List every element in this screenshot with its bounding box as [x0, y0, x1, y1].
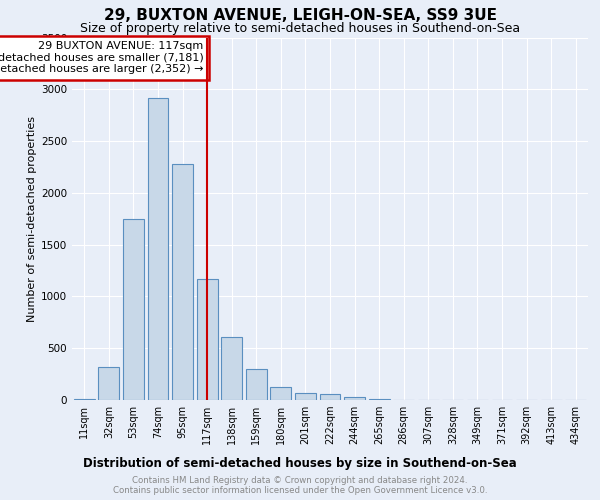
Bar — [172, 164, 193, 400]
Bar — [320, 394, 340, 400]
Text: Contains public sector information licensed under the Open Government Licence v3: Contains public sector information licen… — [113, 486, 487, 495]
Text: Distribution of semi-detached houses by size in Southend-on-Sea: Distribution of semi-detached houses by … — [83, 458, 517, 470]
Bar — [295, 393, 316, 400]
Bar — [344, 397, 365, 400]
Text: 29 BUXTON AVENUE: 117sqm
← 75% of semi-detached houses are smaller (7,181)
  25%: 29 BUXTON AVENUE: 117sqm ← 75% of semi-d… — [0, 41, 203, 74]
Bar — [148, 98, 169, 400]
Bar — [271, 386, 292, 400]
Bar — [368, 399, 389, 400]
Bar — [246, 369, 267, 400]
Bar — [98, 367, 119, 400]
Bar — [123, 219, 144, 400]
Bar — [74, 399, 95, 400]
Text: Contains HM Land Registry data © Crown copyright and database right 2024.: Contains HM Land Registry data © Crown c… — [132, 476, 468, 485]
Bar — [221, 337, 242, 400]
Text: Size of property relative to semi-detached houses in Southend-on-Sea: Size of property relative to semi-detach… — [80, 22, 520, 35]
Y-axis label: Number of semi-detached properties: Number of semi-detached properties — [27, 116, 37, 322]
Text: 29, BUXTON AVENUE, LEIGH-ON-SEA, SS9 3UE: 29, BUXTON AVENUE, LEIGH-ON-SEA, SS9 3UE — [104, 8, 497, 22]
Bar — [197, 279, 218, 400]
